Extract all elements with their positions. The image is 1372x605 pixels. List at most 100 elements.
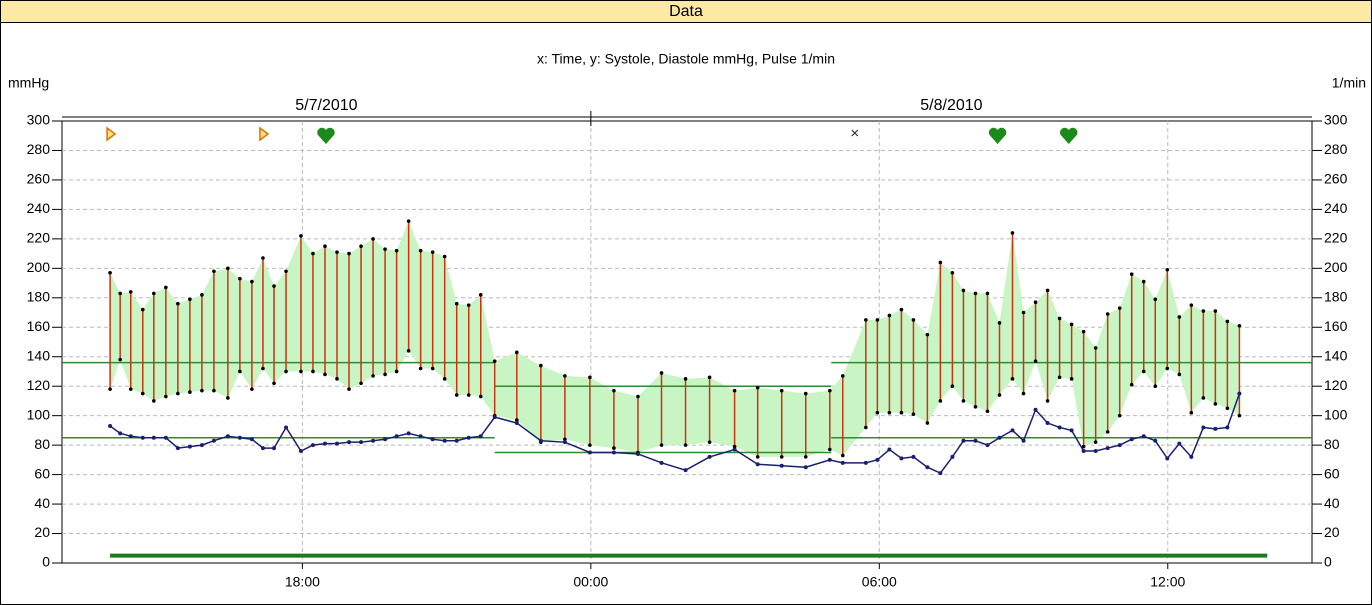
systole-point: [176, 301, 180, 306]
diastole-point: [250, 387, 254, 391]
diastole-point: [515, 418, 519, 422]
pulse-point: [1141, 434, 1146, 439]
event-triangle: [259, 126, 270, 142]
bp-range-area: [110, 221, 1240, 457]
pulse-point: [1213, 426, 1218, 431]
pulse-point: [359, 440, 364, 445]
pulse-point: [151, 435, 156, 440]
systole-point: [347, 251, 351, 256]
pulse-point: [406, 431, 411, 436]
diastole-point: [887, 410, 892, 415]
pulse-point: [128, 434, 133, 439]
diastole-point: [284, 369, 288, 374]
y-tick-label: 140: [27, 347, 51, 363]
pulse-point: [335, 441, 339, 446]
pulse-point: [442, 438, 447, 443]
y-tick-label: 240: [27, 200, 51, 216]
systole-point: [140, 307, 145, 312]
diastole-point: [1081, 444, 1086, 449]
diastole-point: [299, 369, 303, 374]
diastole-point: [164, 394, 168, 399]
pulse-point: [827, 457, 832, 462]
systole-point: [1033, 300, 1038, 305]
diastole-point: [394, 369, 399, 374]
systole-point: [406, 219, 411, 223]
pulse-point: [394, 434, 399, 439]
pulse-point: [985, 443, 990, 448]
pulse-point: [587, 450, 592, 455]
systole-point: [1153, 297, 1158, 302]
diastole-point: [1129, 382, 1134, 387]
systole-point: [732, 388, 737, 393]
pulse-point: [899, 456, 904, 461]
diastole-point: [188, 390, 192, 394]
y-tick-label: 260: [27, 171, 51, 187]
diastole-point: [899, 410, 904, 415]
y2-tick-label: 140: [1324, 347, 1348, 363]
pulse-point: [478, 434, 483, 439]
systole-point: [1081, 329, 1086, 334]
pulse-point: [938, 471, 943, 476]
diastole-point: [875, 410, 880, 415]
diastole-point: [212, 388, 216, 393]
pulse-point: [1021, 438, 1026, 443]
diastole-point: [779, 455, 784, 459]
systole-point: [454, 301, 459, 306]
diastole-point: [1225, 406, 1230, 411]
y2-tick-label: 40: [1324, 495, 1340, 511]
systole-point: [478, 293, 483, 297]
systole-point: [803, 391, 808, 396]
diastole-point: [108, 387, 112, 391]
pulse-point: [1057, 425, 1062, 430]
diastole-point: [659, 443, 664, 447]
pulse-point: [755, 462, 760, 467]
diastole-point: [226, 396, 230, 400]
pulse-point: [973, 438, 978, 443]
y2-tick-label: 80: [1324, 436, 1340, 452]
y2-tick-label: 220: [1324, 230, 1348, 246]
diastole-point: [973, 405, 978, 409]
diastole-point: [1153, 384, 1158, 389]
systole-point: [515, 350, 519, 355]
pulse-point: [1153, 438, 1158, 443]
pulse-point: [347, 440, 352, 445]
pulse-point: [492, 415, 497, 420]
y2-tick-label: 280: [1324, 141, 1348, 157]
pulse-point: [707, 454, 712, 459]
diastole-point: [359, 381, 363, 386]
diastole-point: [118, 357, 122, 362]
pulse-point: [863, 460, 868, 465]
systole-point: [973, 291, 978, 296]
y-tick-label: 160: [27, 318, 51, 334]
y-tick-label: 180: [27, 289, 51, 305]
diastole-point: [152, 399, 156, 403]
diastole-point: [430, 366, 435, 371]
pulse-point: [383, 437, 388, 442]
y-tick-label: 0: [42, 554, 50, 570]
diastole-point: [371, 374, 375, 378]
pulse-point: [260, 446, 265, 451]
systole-point: [188, 297, 192, 302]
systole-point: [1225, 319, 1230, 324]
systole-point: [588, 375, 592, 380]
pulse-point: [430, 437, 435, 442]
pulse-point: [1129, 437, 1134, 442]
y2-tick-label: 60: [1324, 465, 1340, 481]
pulse-point: [310, 443, 315, 448]
y2-tick-label: 200: [1324, 259, 1348, 275]
y-tick-label: 100: [27, 406, 51, 422]
pulse-point: [199, 443, 204, 448]
systole-point: [284, 269, 288, 274]
diastole-point: [323, 372, 327, 377]
pulse-point: [1069, 428, 1074, 433]
pulse-point: [371, 438, 376, 443]
diastole-point: [1093, 440, 1098, 444]
systole-point: [612, 388, 616, 393]
pulse-point: [108, 423, 113, 428]
x-tick-label: 18:00: [285, 574, 320, 590]
y-tick-label: 220: [27, 230, 51, 246]
event-cross: [851, 129, 859, 137]
pulse-point: [562, 440, 567, 445]
event-heart: [988, 127, 1007, 144]
